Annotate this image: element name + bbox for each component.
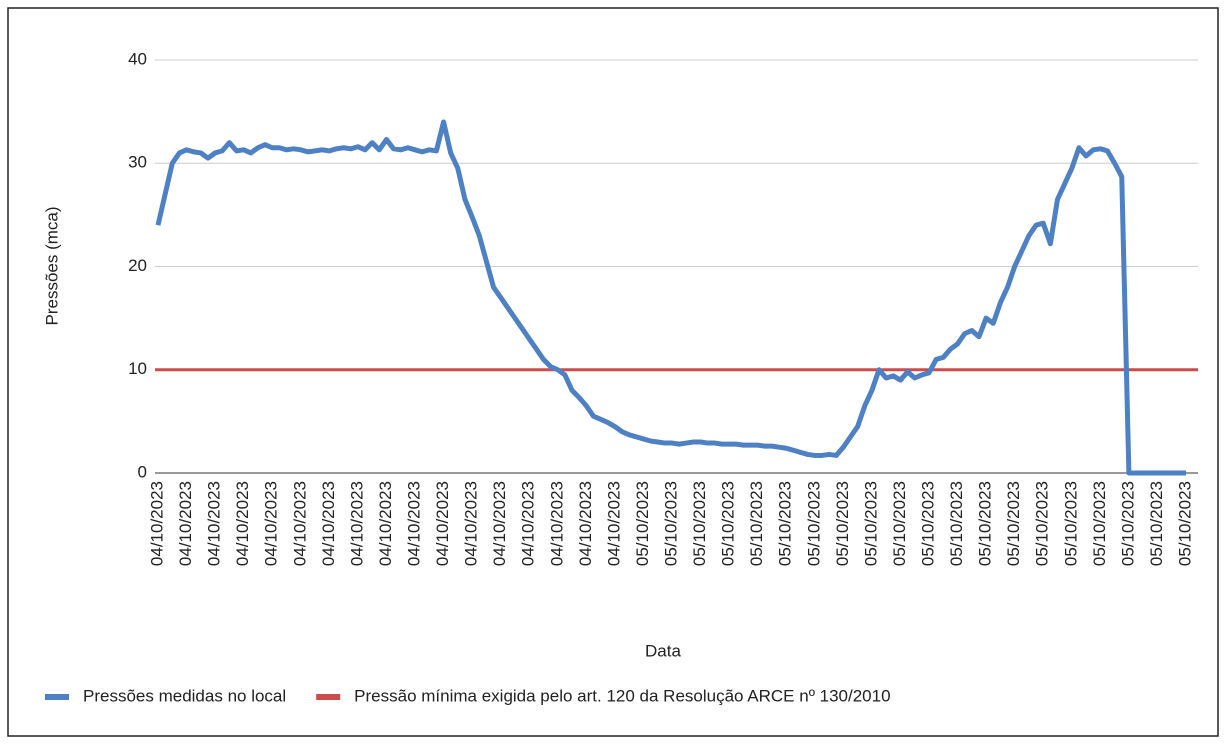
x-tick-label: 04/10/2023 [319, 481, 338, 566]
x-tick-label: 04/10/2023 [490, 481, 509, 566]
x-tick-label: 05/10/2023 [861, 481, 880, 566]
x-tick-label: 05/10/2023 [633, 481, 652, 566]
x-tick-label: 04/10/2023 [376, 481, 395, 566]
x-tick-label: 05/10/2023 [661, 481, 680, 566]
x-tick-label: 05/10/2023 [690, 481, 709, 566]
x-tick-label: 05/10/2023 [976, 481, 995, 566]
x-tick-label: 05/10/2023 [1118, 481, 1137, 566]
legend-label: Pressões medidas no local [83, 686, 286, 705]
x-tick-label: 05/10/2023 [719, 481, 738, 566]
x-tick-label: 05/10/2023 [776, 481, 795, 566]
x-tick-label: 05/10/2023 [747, 481, 766, 566]
x-tick-label: 04/10/2023 [233, 481, 252, 566]
x-tick-label: 04/10/2023 [147, 481, 166, 566]
x-tick-label: 04/10/2023 [433, 481, 452, 566]
legend-label: Pressão mínima exigida pelo art. 120 da … [354, 686, 890, 705]
y-tick-label: 20 [128, 256, 147, 275]
y-tick-label: 30 [128, 153, 147, 172]
x-tick-label: 05/10/2023 [890, 481, 909, 566]
x-tick-label: 05/10/2023 [947, 481, 966, 566]
x-tick-label: 04/10/2023 [290, 481, 309, 566]
x-tick-label: 05/10/2023 [1090, 481, 1109, 566]
x-tick-label: 04/10/2023 [519, 481, 538, 566]
legend-swatch [45, 694, 69, 700]
x-tick-label: 05/10/2023 [1061, 481, 1080, 566]
x-axis-label: Data [645, 641, 681, 660]
x-tick-label: 05/10/2023 [1175, 481, 1194, 566]
x-tick-label: 04/10/2023 [404, 481, 423, 566]
chart-frame [7, 7, 1219, 737]
x-tick-label: 04/10/2023 [604, 481, 623, 566]
x-tick-label: 05/10/2023 [1147, 481, 1166, 566]
legend-swatch [316, 694, 341, 700]
x-tick-label: 04/10/2023 [176, 481, 195, 566]
x-tick-label: 05/10/2023 [1004, 481, 1023, 566]
y-tick-label: 10 [128, 359, 147, 378]
x-tick-label: 04/10/2023 [547, 481, 566, 566]
data-line [155, 119, 1186, 476]
y-tick-label: 40 [128, 49, 147, 68]
y-tick-label: 0 [138, 462, 147, 481]
x-tick-label: 04/10/2023 [262, 481, 281, 566]
x-tick-label: 04/10/2023 [347, 481, 366, 566]
x-tick-label: 05/10/2023 [918, 481, 937, 566]
x-tick-label: 05/10/2023 [804, 481, 823, 566]
x-tick-label: 04/10/2023 [576, 481, 595, 566]
x-tick-label: 05/10/2023 [833, 481, 852, 566]
x-tick-label: 05/10/2023 [1033, 481, 1052, 566]
x-tick-label: 04/10/2023 [205, 481, 224, 566]
y-axis-label: Pressões (mca) [42, 206, 61, 325]
x-tick-label: 04/10/2023 [462, 481, 481, 566]
